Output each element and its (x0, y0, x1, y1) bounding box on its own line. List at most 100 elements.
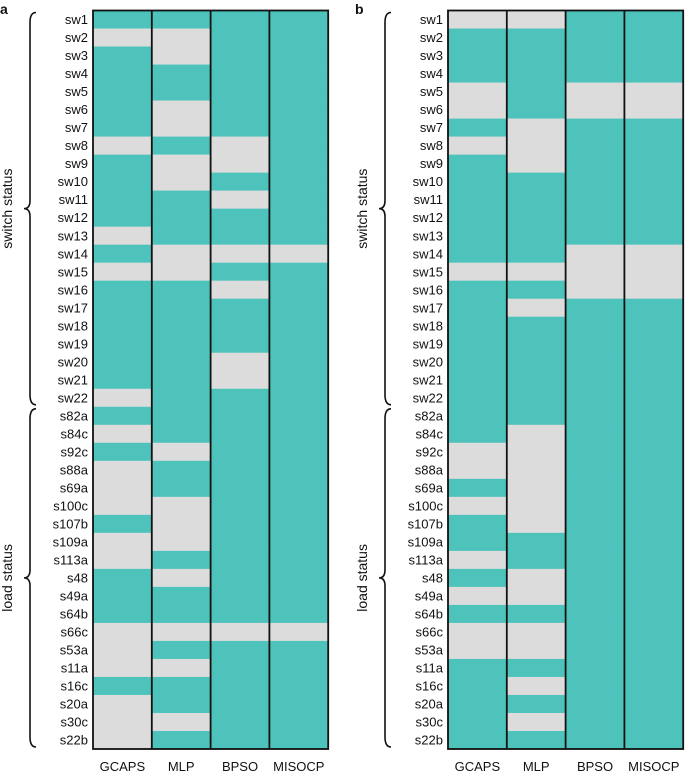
status-cell-mlp-s16c-on (151, 676, 211, 696)
status-cell-bpso-sw20-on (565, 352, 625, 372)
status-cell-bpso-s69a-on (210, 478, 270, 498)
status-cell-bpso-sw22-on (210, 388, 270, 408)
status-cell-mlp-sw20-on (151, 352, 211, 372)
status-cell-mlp-sw6-on (506, 100, 566, 119)
method-column-mlp (506, 10, 566, 750)
status-cell-misocp-sw17-on (269, 298, 329, 318)
method-column-misocp (269, 10, 329, 750)
status-cell-misocp-sw16-off (624, 280, 684, 299)
status-cell-mlp-s22b-on (506, 730, 566, 750)
row-label-s66c: s66c (61, 625, 89, 640)
row-label-sw11: sw11 (414, 192, 443, 207)
status-cell-misocp-s82a-on (269, 406, 329, 426)
status-cell-misocp-sw6-off (624, 100, 684, 119)
status-cell-gcaps-sw11-on (93, 190, 153, 209)
status-cell-mlp-sw10-on (506, 172, 566, 191)
row-label-s82a: s82a (60, 408, 89, 423)
row-label-sw12: sw12 (58, 210, 88, 225)
status-cell-gcaps-sw17-on (93, 298, 153, 318)
status-cell-gcaps-s22b-on (448, 730, 508, 750)
status-cell-bpso-s69a-on (565, 478, 625, 498)
status-cell-mlp-s49a-off (506, 586, 566, 606)
status-cell-bpso-s88a-on (210, 460, 270, 480)
status-cell-gcaps-s69a-off (93, 478, 153, 498)
status-cell-mlp-sw14-off (151, 244, 211, 263)
status-cell-gcaps-sw15-off (448, 262, 508, 281)
status-cell-gcaps-sw22-on (448, 388, 508, 408)
row-label-sw4: sw4 (420, 66, 443, 81)
status-cell-misocp-s66c-off (269, 622, 329, 642)
row-label-sw9: sw9 (65, 156, 88, 171)
status-cell-gcaps-s49a-on (93, 586, 153, 606)
method-column-gcaps (93, 10, 153, 750)
status-cell-bpso-s100c-on (565, 496, 625, 516)
row-label-sw21: sw21 (413, 372, 443, 387)
group-label-switch-status: switch status (0, 169, 15, 249)
status-cell-gcaps-sw5-off (448, 82, 508, 101)
status-cell-bpso-sw19-on (565, 334, 625, 354)
status-cell-misocp-s107b-on (624, 514, 684, 534)
status-cell-misocp-sw20-on (269, 352, 329, 372)
status-cell-gcaps-s48-on (93, 568, 153, 588)
status-cell-misocp-sw3-on (624, 46, 684, 65)
status-cell-gcaps-sw14-on (448, 244, 508, 263)
status-cell-gcaps-s53a-off (448, 640, 508, 660)
status-cell-mlp-s100c-off (151, 496, 211, 516)
status-cell-bpso-sw2-on (565, 28, 625, 47)
status-cell-bpso-s30c-on (565, 712, 625, 732)
status-cell-misocp-s92c-on (624, 442, 684, 462)
status-cell-gcaps-sw19-on (93, 334, 153, 354)
row-label-sw18: sw18 (58, 318, 88, 333)
status-cell-bpso-s84c-on (210, 424, 270, 444)
row-label-s49a: s49a (60, 589, 89, 604)
status-cell-gcaps-sw18-on (93, 316, 153, 336)
status-cell-gcaps-sw4-on (448, 64, 508, 83)
row-label-sw2: sw2 (420, 30, 443, 45)
status-cell-mlp-sw21-on (506, 370, 566, 390)
status-cell-gcaps-s64b-on (448, 604, 508, 624)
status-cell-misocp-sw12-on (269, 208, 329, 227)
status-cell-gcaps-s92c-off (448, 442, 508, 462)
status-cell-gcaps-s49a-off (448, 586, 508, 606)
status-cell-bpso-sw11-on (565, 190, 625, 209)
status-cell-gcaps-s82a-on (93, 406, 153, 426)
status-cell-gcaps-sw12-on (93, 208, 153, 227)
status-cell-mlp-sw9-off (151, 154, 211, 173)
status-cell-bpso-sw7-on (210, 118, 270, 137)
status-cell-misocp-s92c-on (269, 442, 329, 462)
status-cell-misocp-s84c-on (624, 424, 684, 444)
method-label-misocp: MISOCP (273, 759, 324, 774)
status-cell-gcaps-s100c-off (93, 496, 153, 516)
row-label-sw17: sw17 (58, 300, 88, 315)
status-cell-bpso-sw21-off (210, 370, 270, 390)
status-cell-mlp-s30c-off (151, 712, 211, 732)
status-cell-bpso-s92c-on (565, 442, 625, 462)
status-cell-misocp-sw22-on (269, 388, 329, 408)
row-label-s109a: s109a (53, 534, 89, 549)
status-cell-mlp-sw4-on (506, 64, 566, 83)
row-label-sw7: sw7 (420, 120, 443, 135)
status-cell-misocp-s69a-on (269, 478, 329, 498)
status-cell-misocp-sw3-on (269, 46, 329, 65)
row-label-sw20: sw20 (413, 354, 443, 369)
status-cell-bpso-sw9-on (565, 154, 625, 173)
status-cell-mlp-sw3-on (506, 46, 566, 65)
status-cell-misocp-sw18-on (269, 316, 329, 336)
status-cell-mlp-sw2-on (506, 28, 566, 47)
status-cell-misocp-sw7-on (269, 118, 329, 137)
group-brace-switch-status (23, 11, 37, 406)
row-label-s11a: s11a (61, 661, 89, 676)
method-label-misocp: MISOCP (628, 759, 679, 774)
status-cell-bpso-s66c-on (565, 622, 625, 642)
status-cell-misocp-s88a-on (269, 460, 329, 480)
status-cell-bpso-s64b-on (565, 604, 625, 624)
row-label-sw8: sw8 (65, 138, 88, 153)
row-label-sw10: sw10 (58, 174, 88, 189)
method-label-gcaps: GCAPS (455, 759, 501, 774)
status-cell-bpso-sw6-on (210, 100, 270, 119)
status-cell-gcaps-s16c-on (448, 676, 508, 696)
status-cell-bpso-sw15-off (565, 262, 625, 281)
status-cell-gcaps-s69a-on (448, 478, 508, 498)
row-label-s88a: s88a (415, 462, 444, 477)
